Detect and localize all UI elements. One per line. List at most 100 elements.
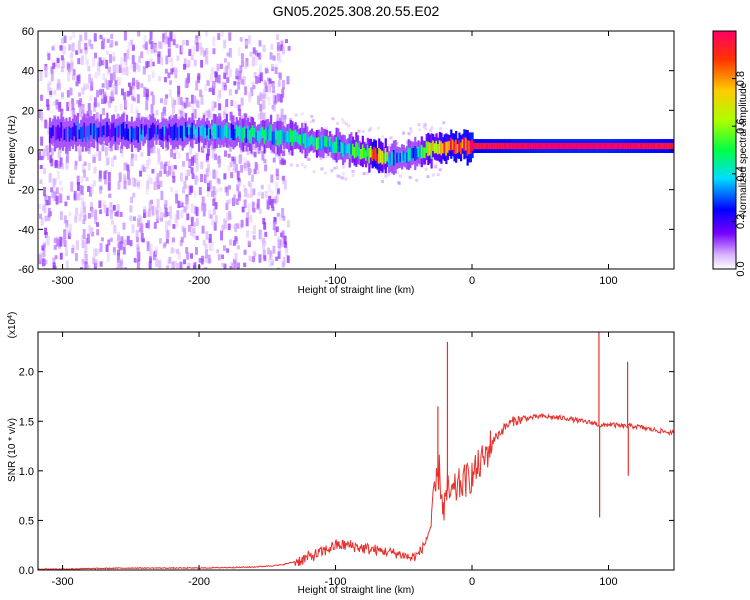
spectrogram-noise-cell [177, 85, 181, 95]
spectrogram-noise-cell [72, 69, 76, 76]
spectrogram-ridge-cell [622, 142, 625, 150]
spectrogram-noise-cell [64, 201, 68, 207]
spectrogram-ridge-cell [412, 147, 415, 159]
spectrogram-noise-cell [136, 247, 140, 258]
spectrogram-noise-cell [183, 206, 187, 213]
spectrogram-ridge-cell [161, 126, 165, 141]
spectrogram-ridge-cell [152, 122, 155, 138]
spectrogram-ridge-cell [573, 142, 576, 150]
spectrogram-ridge-cell [604, 142, 607, 150]
spectrogram-noise-cell [38, 203, 42, 210]
spectrogram-ridge-cell [612, 142, 615, 150]
spectrogram-noise-cell [279, 159, 283, 165]
spectrogram-noise-cell [90, 208, 94, 218]
spectrogram-noise-cell [335, 121, 339, 125]
spectrogram-ridge-cell [504, 142, 507, 150]
spectrogram-noise-cell [204, 249, 208, 259]
spectrogram-noise-cell [66, 195, 70, 200]
spectrogram-noise-cell [136, 260, 140, 269]
spectrogram-noise-cell [135, 230, 139, 239]
spectrogram-ridge-cell [646, 142, 649, 150]
spectrogram-noise-cell [99, 185, 103, 190]
spectrogram-noise-cell [180, 236, 184, 243]
spectrogram-noise-cell [155, 206, 159, 215]
spectrogram-noise-cell [40, 155, 44, 161]
spectrogram-ytick-label: -40 [18, 224, 34, 236]
colorbar-tick-label: 0.8 [735, 71, 747, 86]
spectrogram-noise-cell [123, 180, 127, 190]
spectrogram-noise-cell [57, 160, 61, 169]
spectrogram-ridge-cell [579, 142, 582, 150]
spectrogram-noise-cell [212, 82, 216, 89]
spectrogram-noise-cell [187, 262, 191, 269]
spectrogram-noise-cell [426, 175, 430, 179]
spectrogram-noise-cell [105, 207, 109, 217]
spectrogram-noise-cell [173, 33, 177, 40]
spectrogram-noise-cell [135, 62, 139, 70]
spectrogram-ridge-cell [76, 122, 79, 138]
spectrogram-noise-cell [190, 216, 194, 227]
spectrogram-noise-cell [143, 35, 147, 44]
spectrogram-noise-cell [384, 173, 388, 177]
spectrogram-noise-cell [138, 55, 142, 63]
spectrogram-noise-cell [52, 262, 56, 269]
spectrogram-noise-cell [110, 219, 114, 225]
colorbar-label: Normalized spectral amplitude [738, 82, 749, 217]
spectrogram-ridge-cell [104, 125, 107, 138]
spectrogram-noise-cell [145, 100, 149, 111]
spectrogram-noise-cell [63, 215, 67, 224]
spectrogram-ridge-cell [57, 124, 60, 139]
spectrogram-noise-cell [104, 95, 108, 103]
spectrogram-noise-cell [52, 101, 56, 106]
snr-ytick-label: 2.0 [19, 367, 34, 379]
spectrogram-ridge-cell [525, 142, 528, 150]
spectrogram-noise-cell [179, 240, 183, 247]
spectrogram-noise-cell [172, 224, 176, 229]
spectrogram-noise-cell [88, 110, 92, 120]
spectrogram-ridge-cell [292, 130, 296, 143]
spectrogram-noise-cell [223, 150, 227, 157]
spectrogram-noise-cell [69, 87, 73, 96]
spectrogram-noise-cell [215, 188, 219, 193]
spectrogram-ridge-cell [122, 122, 125, 137]
spectrogram-noise-cell [59, 45, 63, 51]
spectrogram-noise-cell [79, 267, 83, 269]
spectrogram-noise-cell [263, 255, 267, 262]
spectrogram-noise-cell [105, 244, 109, 252]
spectrogram-noise-cell [115, 143, 119, 151]
spectrogram-noise-cell [91, 184, 95, 195]
spectrogram-noise-cell [187, 224, 191, 232]
spectrogram-noise-cell [410, 129, 414, 133]
spectrogram-noise-cell [71, 42, 75, 52]
spectrogram-noise-cell [85, 176, 89, 182]
spectrogram-noise-cell [222, 245, 226, 251]
spectrogram-noise-cell [78, 145, 82, 155]
spectrogram-ridge-cell [207, 128, 210, 141]
spectrogram-ridge-cell [268, 129, 271, 142]
spectrogram-noise-cell [342, 120, 346, 124]
spectrogram-ridge-cell [551, 142, 554, 150]
spectrogram-noise-cell [189, 117, 193, 124]
spectrogram-noise-cell [100, 98, 104, 105]
spectrogram-noise-cell [136, 243, 140, 250]
spectrogram-noise-cell [171, 261, 175, 269]
spectrogram-noise-cell [81, 239, 85, 249]
spectrogram-noise-cell [60, 37, 64, 44]
spectrogram-noise-cell [283, 179, 287, 190]
spectrogram-noise-cell [214, 170, 218, 180]
spectrogram-noise-cell [182, 186, 186, 194]
spectrogram-noise-cell [130, 63, 134, 70]
spectrogram-ytick-label: 60 [22, 26, 34, 38]
spectrogram-noise-cell [266, 247, 270, 255]
spectrogram-ridge-cell [260, 127, 263, 140]
spectrogram-ridge-cell [142, 129, 145, 140]
spectrogram-ridge-cell [387, 157, 391, 168]
spectrogram-noise-cell [185, 64, 189, 69]
spectrogram-noise-cell [84, 32, 88, 41]
spectrogram-noise-cell [251, 53, 255, 59]
spectrogram-ridge-cell [451, 139, 455, 150]
spectrogram-noise-cell [76, 99, 80, 105]
spectrogram-noise-cell [237, 191, 241, 201]
spectrogram-noise-cell [59, 211, 63, 220]
spectrogram-noise-cell [218, 90, 222, 99]
